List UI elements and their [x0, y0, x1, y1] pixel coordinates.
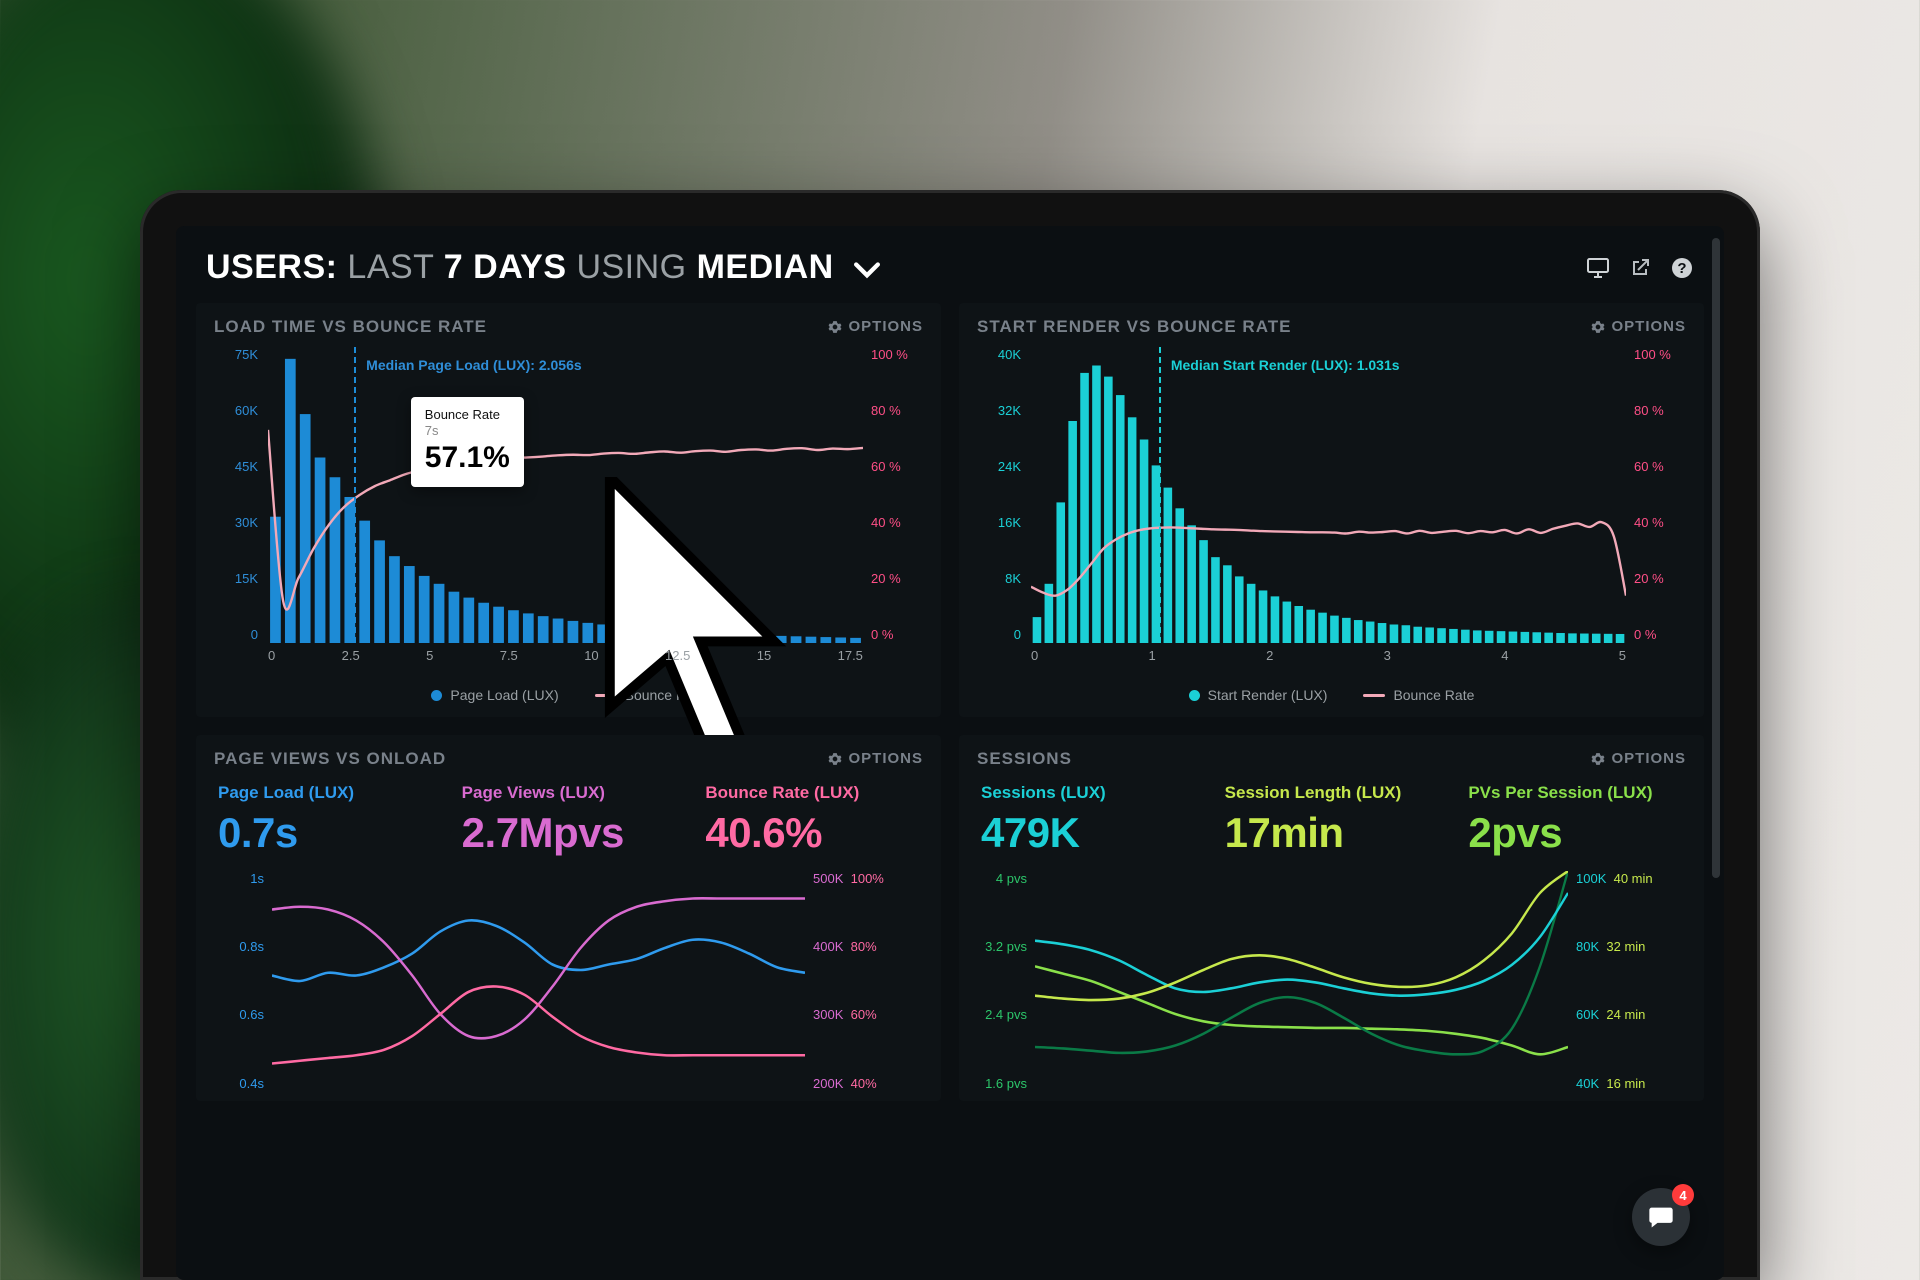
chat-badge: 4 — [1672, 1184, 1694, 1206]
y-axis-right: 500K 100%400K 80%300K 60%200K 40% — [813, 871, 923, 1091]
help-icon[interactable]: ? — [1670, 256, 1694, 280]
stat: Sessions (LUX) 479K — [981, 783, 1195, 857]
stat-value: 0.7s — [218, 809, 432, 857]
dashboard-screen: USERS: LAST 7 DAYS USING MEDIAN ? LOAD T… — [176, 226, 1724, 1280]
stat-value: 479K — [981, 809, 1195, 857]
stat-label: Sessions (LUX) — [981, 783, 1195, 803]
tooltip-value: 57.1% — [425, 439, 510, 477]
cursor-icon — [411, 477, 1006, 773]
stat-label: Bounce Rate (LUX) — [705, 783, 919, 803]
gear-icon — [828, 320, 842, 334]
stat-value: 2.7Mpvs — [462, 809, 676, 857]
stat: Page Views (LUX) 2.7Mpvs — [462, 783, 676, 857]
chat-icon — [1647, 1203, 1675, 1231]
panel-load-time: LOAD TIME VS BOUNCE RATE OPTIONS 75K60K4… — [196, 303, 941, 717]
y-axis-right: 100K 40 min80K 32 min60K 24 min40K 16 mi… — [1576, 871, 1686, 1091]
chart-load-time: 75K60K45K30K15K0 100 %80 %60 %40 %20 %0 … — [214, 347, 923, 677]
stat-label: Page Load (LUX) — [218, 783, 432, 803]
chat-button[interactable]: 4 — [1632, 1188, 1690, 1246]
plot-area[interactable] — [272, 871, 805, 1091]
plot-area[interactable]: Median Start Render (LUX): 1.031s — [1031, 347, 1626, 643]
title-word-last: LAST — [347, 248, 433, 286]
scrollbar[interactable] — [1712, 238, 1720, 878]
y-axis-right: 100 %80 %60 %40 %20 %0 % — [1634, 347, 1686, 643]
stat-value: 40.6% — [705, 809, 919, 857]
options-button[interactable]: OPTIONS — [1591, 318, 1686, 335]
tooltip: Bounce Rate 7s 57.1% — [411, 397, 524, 487]
y-axis-left: 1s0.8s0.6s0.4s — [214, 871, 264, 1091]
laptop-frame: USERS: LAST 7 DAYS USING MEDIAN ? LOAD T… — [140, 190, 1760, 1280]
stat-row: Page Load (LUX) 0.7s Page Views (LUX) 2.7Mp… — [214, 779, 923, 865]
panel-grid: LOAD TIME VS BOUNCE RATE OPTIONS 75K60K4… — [176, 303, 1724, 1101]
panel-start-render: START RENDER VS BOUNCE RATE OPTIONS 40K3… — [959, 303, 1704, 717]
panel-sessions: SESSIONS OPTIONS Sessions (LUX)479KSessi… — [959, 735, 1704, 1101]
y-axis-left: 40K32K24K16K8K0 — [977, 347, 1021, 643]
plot-area[interactable]: Median Page Load (LUX): 2.056s Bounce Ra… — [268, 347, 863, 643]
title-word-7days: 7 DAYS — [444, 248, 567, 286]
options-label: OPTIONS — [848, 318, 923, 335]
options-label: OPTIONS — [1611, 318, 1686, 335]
options-button[interactable]: OPTIONS — [1591, 750, 1686, 767]
svg-text:?: ? — [1677, 260, 1686, 277]
page-header: USERS: LAST 7 DAYS USING MEDIAN ? — [176, 226, 1724, 303]
stat-label: Page Views (LUX) — [462, 783, 676, 803]
stat-value: 2pvs — [1468, 809, 1682, 857]
tooltip-label: Bounce Rate — [425, 407, 500, 422]
monitor-icon[interactable] — [1586, 256, 1610, 280]
legend-bar: Start Render (LUX) — [1189, 687, 1328, 703]
stat: Page Load (LUX) 0.7s — [218, 783, 432, 857]
legend: Start Render (LUX) Bounce Rate — [977, 677, 1686, 707]
options-label: OPTIONS — [1611, 750, 1686, 767]
plot-area[interactable] — [1035, 871, 1568, 1091]
stat: Bounce Rate (LUX) 40.6% — [705, 783, 919, 857]
panel-title: START RENDER VS BOUNCE RATE — [977, 317, 1291, 337]
y-axis-left: 75K60K45K30K15K0 — [214, 347, 258, 643]
tooltip-sub: 7s — [425, 423, 510, 439]
options-button[interactable]: OPTIONS — [828, 750, 923, 767]
stat: PVs Per Session (LUX) 2pvs — [1468, 783, 1682, 857]
stat-label: Session Length (LUX) — [1225, 783, 1439, 803]
legend-line-label: Bounce Rate — [1393, 687, 1474, 703]
options-label: OPTIONS — [848, 750, 923, 767]
x-axis: 012345 — [1031, 648, 1626, 663]
chart-page-views: 1s0.8s0.6s0.4s 500K 100%400K 80%300K 60%… — [214, 871, 923, 1091]
median-label: Median Page Load (LUX): 2.056s — [366, 357, 582, 373]
chevron-down-icon — [854, 250, 880, 289]
stat-row: Sessions (LUX) 479K Session Length (LUX) 17… — [977, 779, 1686, 865]
title-word-users: USERS: — [206, 248, 337, 286]
chart-sessions: 4 pvs3.2 pvs2.4 pvs1.6 pvs 100K 40 min80… — [977, 871, 1686, 1091]
panel-title: LOAD TIME VS BOUNCE RATE — [214, 317, 487, 337]
gear-icon — [1591, 752, 1605, 766]
legend-line: Bounce Rate — [1363, 687, 1474, 703]
title-word-median: MEDIAN — [697, 248, 834, 286]
header-actions: ? — [1586, 256, 1694, 280]
gear-icon — [1591, 320, 1605, 334]
panel-title: PAGE VIEWS VS ONLOAD — [214, 749, 446, 769]
page-title-dropdown[interactable]: USERS: LAST 7 DAYS USING MEDIAN — [206, 248, 880, 289]
median-marker — [354, 347, 356, 643]
median-label: Median Start Render (LUX): 1.031s — [1171, 357, 1400, 373]
median-marker — [1159, 347, 1161, 643]
stat-label: PVs Per Session (LUX) — [1468, 783, 1682, 803]
legend-bar-label: Start Render (LUX) — [1208, 687, 1328, 703]
gear-icon — [828, 752, 842, 766]
title-word-using: USING — [576, 248, 686, 286]
y-axis-left: 4 pvs3.2 pvs2.4 pvs1.6 pvs — [977, 871, 1027, 1091]
chart-start-render: 40K32K24K16K8K0 100 %80 %60 %40 %20 %0 %… — [977, 347, 1686, 677]
panel-title: SESSIONS — [977, 749, 1072, 769]
stat: Session Length (LUX) 17min — [1225, 783, 1439, 857]
stat-value: 17min — [1225, 809, 1439, 857]
x-axis: 02.557.51012.51517.5 — [268, 648, 863, 663]
panel-page-views: PAGE VIEWS VS ONLOAD OPTIONS Page Load (… — [196, 735, 941, 1101]
options-button[interactable]: OPTIONS — [828, 318, 923, 335]
share-icon[interactable] — [1628, 256, 1652, 280]
